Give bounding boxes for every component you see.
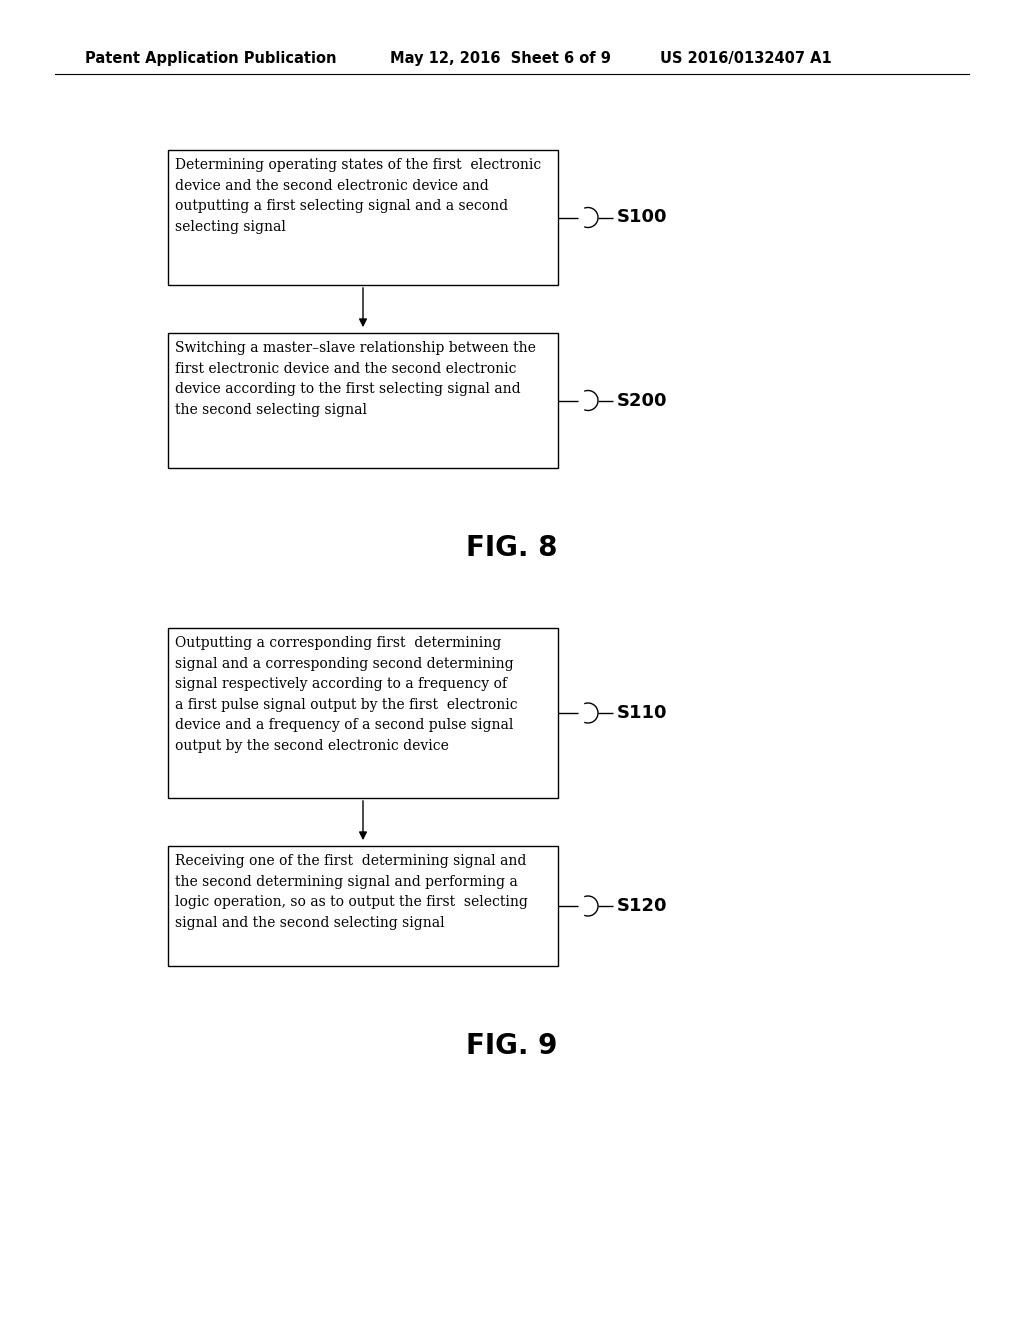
Text: Receiving one of the first  determining signal and
the second determining signal: Receiving one of the first determining s… [175,854,528,929]
Text: Patent Application Publication: Patent Application Publication [85,50,337,66]
Text: US 2016/0132407 A1: US 2016/0132407 A1 [660,50,831,66]
Text: Switching a master–slave relationship between the
first electronic device and th: Switching a master–slave relationship be… [175,341,536,417]
Text: S200: S200 [617,392,668,409]
Bar [168,150,558,285]
Text: May 12, 2016  Sheet 6 of 9: May 12, 2016 Sheet 6 of 9 [390,50,611,66]
Bar [168,846,558,966]
Bar [168,333,558,469]
Text: FIG. 8: FIG. 8 [466,535,558,562]
Text: S110: S110 [617,704,668,722]
Text: S120: S120 [617,898,668,915]
Text: Outputting a corresponding first  determining
signal and a corresponding second : Outputting a corresponding first determi… [175,636,517,752]
Text: FIG. 9: FIG. 9 [466,1032,558,1060]
Text: Determining operating states of the first  electronic
device and the second elec: Determining operating states of the firs… [175,158,542,234]
Text: S100: S100 [617,209,668,227]
Bar [168,628,558,799]
